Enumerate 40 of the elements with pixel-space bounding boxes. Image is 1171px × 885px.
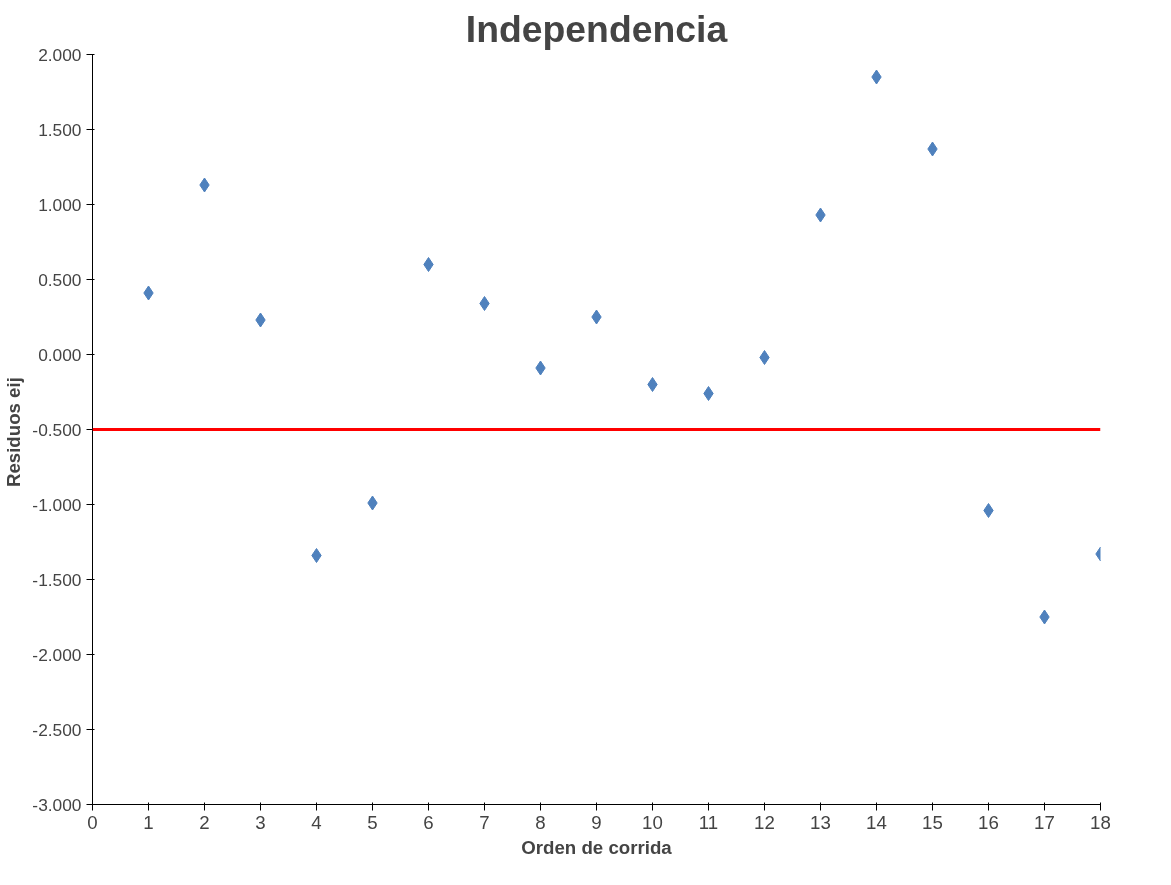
y-tick-label: 0.500 <box>38 269 82 290</box>
y-tick-label: -3.000 <box>32 794 82 815</box>
point <box>647 377 658 392</box>
y-tick-label: -2.000 <box>32 644 82 665</box>
y-tick-label: -1.000 <box>32 494 82 515</box>
x-tick-label: 3 <box>255 811 266 833</box>
x-tick-label: 1 <box>143 811 154 833</box>
x-tick-label: 2 <box>199 811 210 833</box>
point <box>703 386 714 401</box>
x-tick-label: 5 <box>367 811 378 833</box>
y-tick-label: -0.500 <box>32 419 82 440</box>
point <box>311 548 322 563</box>
y-tick-label: 1.000 <box>38 194 82 215</box>
x-tick-label: 8 <box>535 811 546 833</box>
y-tick-label: 0.000 <box>38 344 82 365</box>
x-tick-label: 18 <box>1090 811 1111 833</box>
x-tick-label: 7 <box>479 811 490 833</box>
y-tick-label: 2.000 <box>38 44 82 65</box>
y-tick-label: -2.500 <box>32 719 82 740</box>
x-tick-label: 15 <box>922 811 943 833</box>
x-tick-label: 10 <box>642 811 663 833</box>
x-tick-label: 17 <box>1034 811 1055 833</box>
point <box>479 296 490 311</box>
x-tick-label: 13 <box>810 811 831 833</box>
chart-title: Independencia <box>465 7 728 50</box>
x-tick-label: 0 <box>87 811 98 833</box>
x-tick-label: 11 <box>698 811 719 833</box>
x-tick-label: 9 <box>591 811 602 833</box>
x-tick-label: 4 <box>311 811 322 833</box>
x-tick-label: 16 <box>978 811 999 833</box>
point <box>983 503 994 518</box>
point <box>759 350 770 365</box>
x-tick-label: 6 <box>423 811 434 833</box>
y-tick-label: -1.500 <box>32 569 82 590</box>
x-tick-label: 12 <box>754 811 775 833</box>
point <box>423 257 434 272</box>
y-tick-label: 1.500 <box>38 119 82 140</box>
y-axis-title: Residuos eij <box>3 377 25 488</box>
x-axis-title: Orden de corrida <box>521 836 673 858</box>
x-tick-label: 14 <box>866 811 887 833</box>
